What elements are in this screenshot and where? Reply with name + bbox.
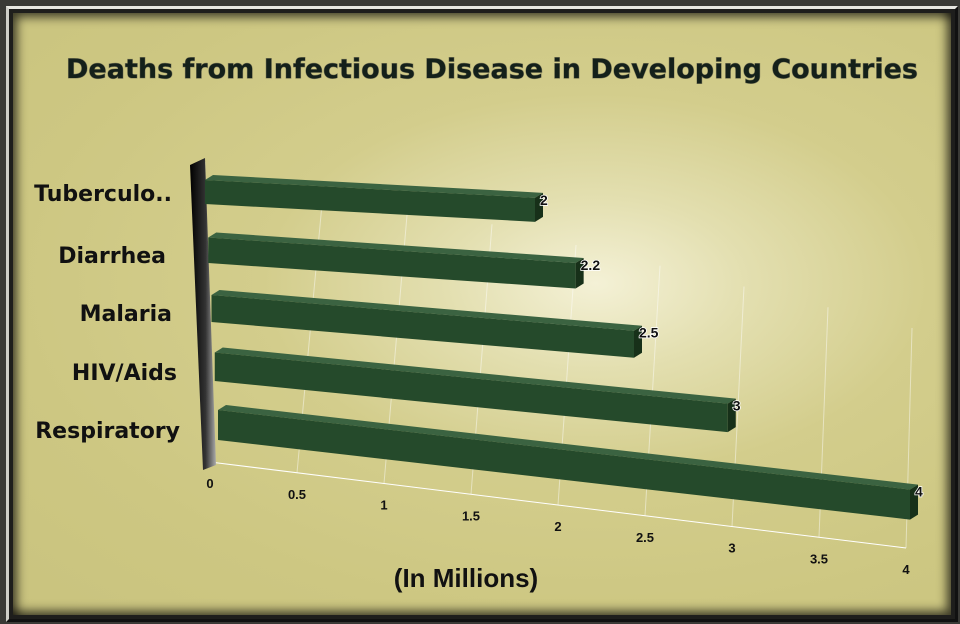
category-label: Respiratory — [35, 419, 180, 444]
category-label: Malaria — [80, 302, 172, 327]
value-label: 3 — [733, 398, 741, 414]
bar-top — [205, 175, 543, 198]
bar-end — [535, 192, 543, 222]
x-tick-label: 2 — [554, 519, 561, 534]
bar — [205, 180, 535, 222]
x-axis-line — [209, 461, 907, 549]
bar-end — [634, 325, 642, 358]
bar-top — [218, 405, 918, 490]
x-tick-label: 4 — [902, 562, 910, 577]
bar-top — [208, 232, 584, 263]
value-label: 2.5 — [639, 325, 659, 341]
category-label: HIV/Aids — [72, 361, 177, 386]
x-tick-label: 3 — [728, 541, 735, 556]
category-label: Tuberculo.. — [34, 182, 172, 207]
x-tick-label: 0.5 — [288, 487, 306, 502]
value-label: 4 — [915, 484, 923, 500]
bar-group: 2 — [205, 175, 549, 222]
bar-end — [910, 484, 918, 520]
x-tick-label: 1.5 — [462, 508, 480, 523]
bar-group: 2.5 — [211, 290, 659, 358]
x-tick-label: 2.5 — [636, 530, 654, 545]
bar — [218, 410, 910, 520]
bar — [214, 352, 728, 433]
bar — [211, 295, 634, 358]
category-label: Diarrhea — [58, 244, 166, 269]
bar-group: 3 — [214, 347, 742, 433]
x-tick-label: 1 — [380, 498, 387, 513]
bar-top — [211, 290, 642, 331]
chart-title: Deaths from Infectious Disease in Develo… — [66, 54, 918, 85]
back-wall — [190, 158, 216, 470]
x-tick-label: 0 — [206, 476, 213, 491]
x-axis-label: (In Millions) — [394, 563, 538, 593]
value-label: 2 — [540, 192, 548, 208]
bar-group: 2.2 — [208, 232, 601, 289]
bar-end — [727, 398, 736, 433]
bar-end — [575, 257, 584, 289]
bar — [208, 237, 576, 289]
value-label: 2.2 — [581, 257, 601, 273]
bar-group: 4 — [218, 405, 924, 520]
x-tick-label: 3.5 — [810, 551, 828, 566]
bar-top — [214, 347, 736, 404]
